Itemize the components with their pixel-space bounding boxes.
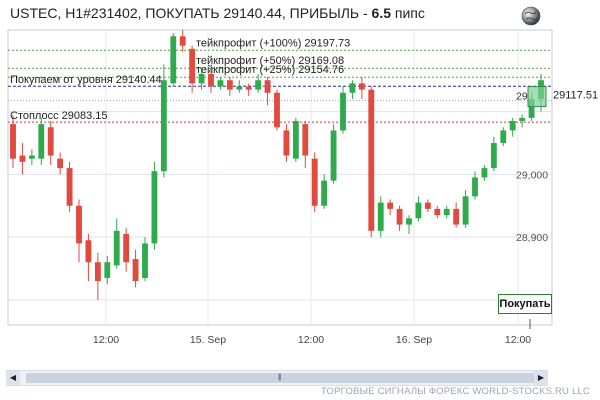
candle-body	[264, 80, 271, 93]
candle-body	[198, 73, 205, 84]
current-price-box	[527, 86, 547, 108]
candle-body	[340, 92, 346, 131]
candle-body	[113, 230, 120, 266]
candle-body	[274, 92, 280, 128]
x-tick-label: 15. Sep	[190, 334, 226, 346]
candle-body	[19, 155, 26, 162]
x-tick-label: 16. Sep	[396, 334, 432, 346]
candle-body	[453, 208, 460, 225]
price-box-label: 29	[516, 91, 528, 103]
candle-body	[38, 124, 45, 159]
candle-body	[330, 130, 337, 181]
candle-body	[509, 121, 516, 131]
candle-body	[387, 202, 394, 209]
horizontal-scrollbar[interactable]: ◀ ||| ▶	[6, 370, 548, 386]
scroll-thumb[interactable]	[26, 373, 542, 383]
candle-body	[283, 130, 290, 156]
level-label: Покупаем от уровня 29140.44	[10, 74, 162, 86]
candle-body	[434, 208, 441, 216]
candle-body	[76, 205, 82, 244]
level-label: Стоплосс 29083.15	[10, 110, 108, 122]
candle-body	[10, 124, 16, 159]
candle-body	[104, 262, 111, 278]
scroll-right-arrow-icon[interactable]: ▶	[534, 371, 548, 385]
candle-body	[123, 233, 130, 263]
candle-body	[226, 80, 233, 90]
x-tick-label: 12:00	[505, 334, 531, 346]
candle-body	[368, 89, 375, 231]
candle-body	[160, 80, 167, 172]
current-price-label: 29117.51	[553, 90, 598, 102]
y-tick-label: 28,900	[516, 232, 548, 244]
candle-body	[151, 171, 158, 244]
candle-body	[245, 86, 252, 90]
y-tick-label: 29,000	[516, 169, 548, 181]
candle-body	[132, 259, 139, 282]
candle-body	[349, 83, 356, 93]
page-title: USTEC, H1#231402, ПОКУПАТЬ 29140.44, ПРИ…	[10, 5, 425, 21]
candle-body	[170, 36, 177, 84]
candle-body	[500, 130, 507, 143]
x-tick-label: 12:00	[93, 334, 119, 346]
candle-body	[47, 127, 54, 156]
candle-body	[406, 218, 412, 225]
candle-body	[85, 240, 92, 263]
candle-body	[179, 36, 186, 46]
candle-body	[519, 117, 526, 122]
candle-body	[94, 262, 101, 282]
candle-body	[443, 208, 450, 216]
level-label: тейкпрофит (+50%) 29169.08	[196, 55, 344, 67]
candle-body	[189, 48, 196, 84]
candle-body	[321, 180, 328, 206]
candle-body	[396, 208, 403, 225]
scroll-grip-icon: |||	[278, 374, 282, 381]
title-prefix: USTEC, H1#231402, ПОКУПАТЬ 29140.44, ПРИ…	[10, 5, 372, 21]
candle-body	[28, 155, 35, 159]
candle-body	[490, 142, 497, 169]
buy-button[interactable]: Покупать	[498, 294, 552, 314]
candle-body	[311, 158, 318, 206]
title-suffix: пипс	[391, 5, 425, 21]
candle-body	[472, 177, 478, 197]
footer-text: ТОРГОВЫЕ СИГНАЛЫ ФОРЕКС WORLD-STOCKS.RU …	[320, 386, 590, 397]
candle-body	[66, 168, 73, 206]
candle-body	[528, 99, 535, 118]
candle-body	[415, 202, 422, 219]
candle-body	[462, 196, 469, 225]
candle-body	[358, 83, 365, 90]
candle-body	[255, 80, 262, 90]
candle-body	[292, 121, 299, 159]
globe-icon[interactable]	[521, 6, 541, 26]
candle-body	[208, 73, 214, 87]
candle-body	[142, 243, 148, 278]
scroll-left-arrow-icon[interactable]: ◀	[6, 371, 20, 385]
candle-body	[424, 202, 431, 209]
candle-body	[217, 80, 224, 87]
candle-body	[236, 86, 243, 90]
level-label: тейкпрофит (+25%) 29154.76	[196, 64, 344, 76]
candle-body	[57, 158, 64, 169]
candle-body	[481, 168, 488, 178]
level-label: тейкпрофит (+100%) 29197.73	[196, 37, 350, 49]
candle-body	[302, 124, 309, 156]
profit-value: 6.5	[371, 5, 392, 21]
candle-body	[377, 202, 384, 231]
x-tick-label: 12:00	[298, 334, 324, 346]
